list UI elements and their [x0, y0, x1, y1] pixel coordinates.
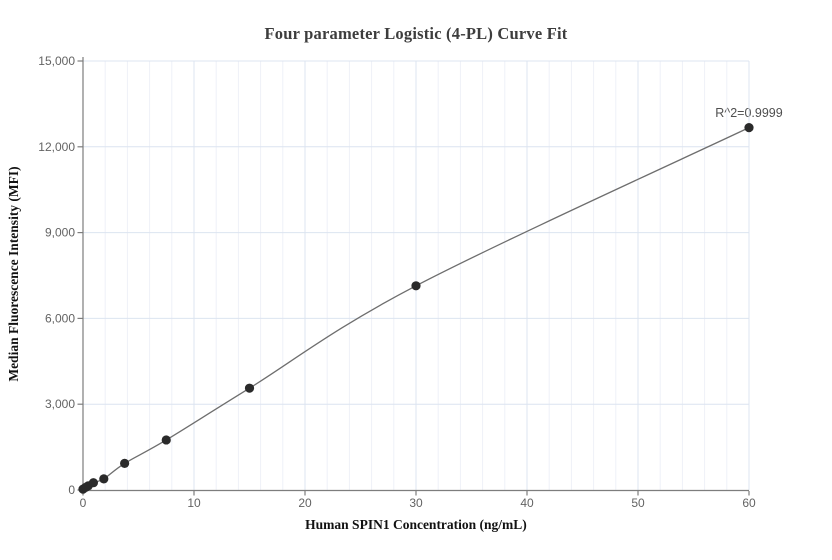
y-tick-label: 0 — [68, 483, 75, 497]
data-point — [99, 474, 109, 484]
data-point — [744, 123, 754, 133]
x-tick-label: 50 — [631, 496, 645, 510]
y-tick-label: 12,000 — [38, 140, 75, 154]
data-point — [88, 478, 99, 488]
x-tick-label: 40 — [520, 496, 534, 510]
y-tick-label: 9,000 — [45, 226, 75, 240]
x-axis-label: Human SPIN1 Concentration (ng/mL) — [305, 517, 527, 532]
x-tick-label: 30 — [409, 496, 423, 510]
y-tick-label: 6,000 — [45, 311, 75, 325]
data-point — [120, 458, 130, 469]
y-tick-label: 15,000 — [38, 54, 75, 68]
x-tick-label: 10 — [187, 496, 201, 510]
x-tick-label: 60 — [742, 496, 756, 510]
x-tick-label: 0 — [80, 496, 87, 510]
x-tick-label: 20 — [298, 496, 312, 510]
chart-title: Four parameter Logistic (4-PL) Curve Fit — [264, 24, 568, 43]
data-point — [161, 435, 171, 445]
y-tick-label: 3,000 — [45, 397, 75, 411]
data-point — [411, 281, 421, 291]
data-point — [244, 383, 255, 393]
